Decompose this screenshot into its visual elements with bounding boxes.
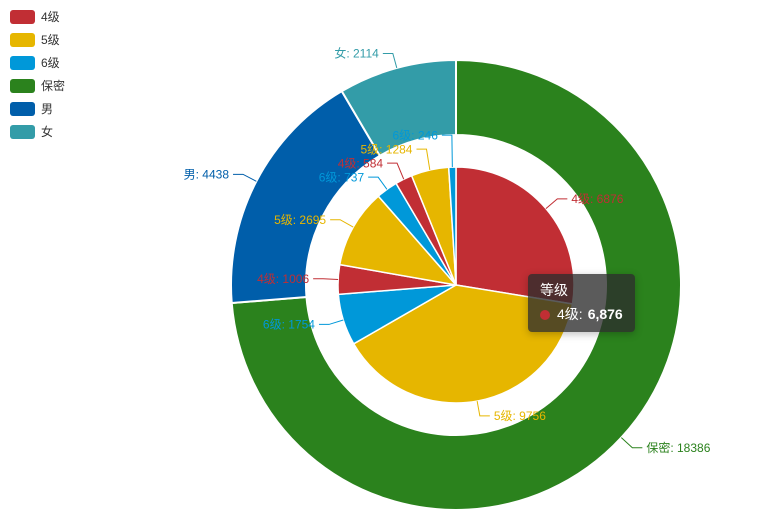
label-line xyxy=(387,162,405,180)
slice-label: 保密: 18386 xyxy=(646,440,710,455)
legend-label: 男 xyxy=(41,102,54,116)
slice-label: 4级: 6876 xyxy=(571,192,623,206)
legend-swatch-icon xyxy=(10,124,35,139)
slice-label: 5级: 2695 xyxy=(274,213,326,227)
legend-label: 4级 xyxy=(41,10,60,24)
slice-label: 6级: 1754 xyxy=(263,318,315,332)
slice-label: 4级: 584 xyxy=(338,156,384,170)
pie-slice[interactable] xyxy=(339,195,457,286)
slice-label: 5级: 9756 xyxy=(494,409,546,423)
legend-swatch-icon xyxy=(10,32,35,47)
slice-label: 5级: 1284 xyxy=(360,142,412,156)
legend-item-1[interactable]: 5级 xyxy=(10,31,65,48)
legend-label: 女 xyxy=(41,125,54,139)
legend-swatch-icon xyxy=(10,78,35,93)
label-line xyxy=(476,401,490,417)
legend-label: 6级 xyxy=(41,56,60,70)
slice-label: 4级: 1006 xyxy=(257,272,309,286)
legend-item-3[interactable]: 保密 xyxy=(10,77,65,94)
label-line xyxy=(441,134,453,168)
legend-item-0[interactable]: 4级 xyxy=(10,8,65,25)
pie-slice[interactable] xyxy=(455,166,575,305)
label-line xyxy=(368,176,388,190)
pie-slice[interactable] xyxy=(447,166,457,286)
legend-label: 5级 xyxy=(41,33,60,47)
pie-slice[interactable] xyxy=(340,59,457,157)
label-line xyxy=(545,198,568,209)
pie-slice[interactable] xyxy=(352,284,574,404)
slice-label: 6级: 737 xyxy=(319,170,365,184)
slice-label: 男: 4438 xyxy=(184,168,230,182)
label-line xyxy=(233,173,257,182)
label-line xyxy=(318,319,344,325)
legend-swatch-icon xyxy=(10,55,35,70)
legend-item-2[interactable]: 6级 xyxy=(10,54,65,71)
legend-item-5[interactable]: 女 xyxy=(10,123,65,140)
label-line xyxy=(330,219,354,228)
legend-swatch-icon xyxy=(10,9,35,24)
label-line xyxy=(382,52,398,69)
slice-label: 6级: 246 xyxy=(393,128,439,142)
slice-label: 女: 2114 xyxy=(334,46,379,61)
label-line xyxy=(313,278,339,280)
legend-swatch-icon xyxy=(10,101,35,116)
legend-item-4[interactable]: 男 xyxy=(10,100,65,117)
legend-label: 保密 xyxy=(41,79,66,93)
legend: 4级 5级 6级保密男女 xyxy=(10,8,65,140)
label-line xyxy=(416,148,431,171)
label-line xyxy=(620,437,643,449)
